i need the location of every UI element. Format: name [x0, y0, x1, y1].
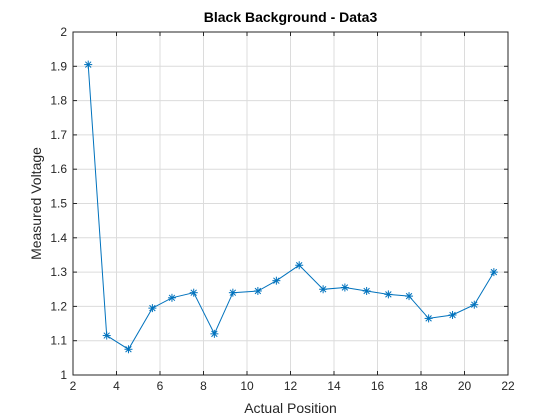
- data-point: [210, 329, 219, 338]
- y-tick-label: 2: [60, 25, 67, 39]
- y-tick-label: 1.3: [50, 265, 67, 279]
- y-axis-label: Measured Voltage: [28, 147, 44, 260]
- data-point: [148, 304, 157, 313]
- x-tick-label: 14: [327, 379, 341, 393]
- y-tick-label: 1.5: [50, 197, 67, 211]
- data-point: [424, 314, 433, 323]
- data-point: [340, 283, 349, 292]
- x-tick-label: 6: [157, 379, 164, 393]
- x-tick-label: 2: [70, 379, 77, 393]
- y-tick-labels: 1 1.1 1.2 1.3 1.4 1.5 1.6 1.7 1.8 1.9 2: [50, 25, 67, 382]
- x-tick-label: 18: [414, 379, 428, 393]
- data-point: [470, 300, 479, 309]
- x-tick-label: 16: [371, 379, 385, 393]
- data-point: [272, 276, 281, 285]
- x-tick-label: 4: [113, 379, 120, 393]
- grid: [73, 32, 508, 375]
- data-point: [489, 268, 498, 277]
- x-tick-label: 20: [458, 379, 472, 393]
- data-point: [362, 286, 371, 295]
- y-tick-label: 1.7: [50, 128, 67, 142]
- x-tick-label: 8: [200, 379, 207, 393]
- chart-title: Black Background - Data3: [204, 9, 378, 25]
- data-point: [319, 285, 328, 294]
- tick-marks: [72, 31, 509, 376]
- data-point: [253, 286, 262, 295]
- x-tick-label: 12: [284, 379, 298, 393]
- x-tick-labels: 2 4 6 8 10 12 14 16 18 20 22: [70, 379, 515, 393]
- y-tick-label: 1.9: [50, 59, 67, 73]
- series-line: [87, 64, 495, 350]
- data-point: [189, 288, 198, 297]
- y-tick-label: 1: [60, 368, 67, 382]
- data-point: [84, 60, 93, 69]
- x-tick-label: 22: [501, 379, 515, 393]
- data-point: [384, 290, 393, 299]
- data-point: [228, 288, 237, 297]
- y-tick-label: 1.2: [50, 299, 67, 313]
- data-point: [102, 331, 111, 340]
- data-point: [124, 345, 133, 354]
- data-point: [405, 292, 414, 301]
- data-point: [295, 261, 304, 270]
- y-tick-label: 1.1: [50, 334, 67, 348]
- series-layer: [84, 60, 498, 354]
- data-point: [167, 293, 176, 302]
- data-point: [448, 310, 457, 319]
- y-tick-label: 1.8: [50, 94, 67, 108]
- x-tick-label: 10: [240, 379, 254, 393]
- x-axis-label: Actual Position: [244, 400, 337, 416]
- y-tick-label: 1.6: [50, 162, 67, 176]
- y-tick-label: 1.4: [50, 231, 67, 245]
